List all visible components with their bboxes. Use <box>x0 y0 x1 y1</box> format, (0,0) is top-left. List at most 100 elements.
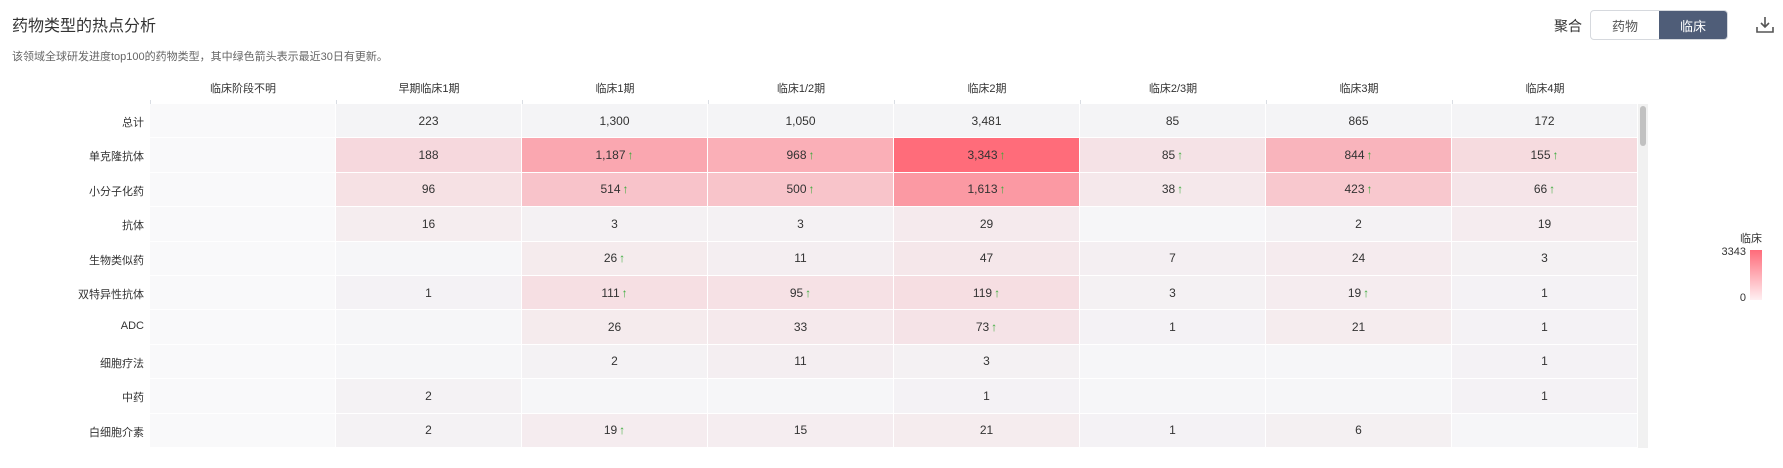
cell-value: 223 <box>418 113 439 128</box>
heatmap-cell[interactable]: 844 ↑ <box>1266 138 1452 173</box>
heatmap-cell[interactable] <box>150 172 336 208</box>
heatmap-cell[interactable] <box>1080 344 1266 380</box>
cell-value: 24 <box>1351 251 1366 266</box>
heatmap-cell[interactable] <box>336 241 522 276</box>
heatmap-cell[interactable] <box>1452 413 1638 448</box>
heatmap-cell[interactable]: 1 <box>1452 344 1638 380</box>
heatmap-cell[interactable]: 119 ↑ <box>894 276 1080 311</box>
heatmap-cell[interactable] <box>150 344 336 380</box>
heatmap-cell[interactable]: 1 <box>1452 310 1638 345</box>
vertical-scrollbar[interactable] <box>1638 104 1648 448</box>
heatmap-cell[interactable] <box>150 276 336 311</box>
scrollbar-thumb[interactable] <box>1640 106 1646 146</box>
heatmap-cell[interactable]: 3 <box>894 344 1080 380</box>
heatmap-cell[interactable]: 66 ↑ <box>1452 172 1638 208</box>
heatmap-cell[interactable]: 188 <box>336 138 522 173</box>
download-icon[interactable] <box>1754 14 1776 36</box>
heatmap-cell[interactable]: 26 <box>522 310 708 345</box>
heatmap-cell[interactable] <box>336 344 522 380</box>
heatmap-cell[interactable]: 1,050 <box>708 104 894 139</box>
toggle-drug[interactable]: 药物 <box>1611 18 1638 34</box>
heatmap-cell[interactable]: 6 <box>1266 413 1452 448</box>
heatmap-cell[interactable] <box>150 310 336 345</box>
heatmap-cell[interactable]: 3 <box>522 207 708 242</box>
heatmap-cell[interactable]: 1 <box>894 379 1080 414</box>
heatmap-cell[interactable]: 11 <box>708 344 894 380</box>
heatmap-cell[interactable]: 1 <box>1080 413 1266 448</box>
cell-value: 38 <box>1161 182 1176 197</box>
heatmap-cell[interactable] <box>150 379 336 414</box>
update-arrow-icon: ↑ <box>808 148 815 163</box>
heatmap-cell[interactable]: 172 <box>1452 104 1638 139</box>
heatmap-cell[interactable]: 15 <box>708 413 894 448</box>
heatmap-cell[interactable]: 155 ↑ <box>1452 138 1638 173</box>
heatmap-cell[interactable] <box>336 310 522 345</box>
cell-value: 172 <box>1534 113 1555 128</box>
heatmap-cell[interactable]: 21 <box>894 413 1080 448</box>
heatmap-cell[interactable] <box>150 413 336 448</box>
heatmap-cell[interactable]: 21 <box>1266 310 1452 345</box>
column-divider <box>708 100 709 104</box>
heatmap-cell[interactable]: 3,481 <box>894 104 1080 139</box>
heatmap-cell[interactable]: 865 <box>1266 104 1452 139</box>
heatmap-cell[interactable]: 7 <box>1080 241 1266 276</box>
heatmap-cell[interactable]: 16 <box>336 207 522 242</box>
column-header: 临床1/2期 <box>776 83 826 95</box>
heatmap-cell[interactable]: 3 <box>1452 241 1638 276</box>
heatmap-cell[interactable]: 968 ↑ <box>708 138 894 173</box>
heatmap-cell[interactable]: 33 <box>708 310 894 345</box>
heatmap-cell[interactable]: 19 <box>1452 207 1638 242</box>
cell-value: 26 <box>607 320 622 335</box>
heatmap-cell[interactable]: 73 ↑ <box>894 310 1080 345</box>
toggle-clinical[interactable]: 临床 <box>1659 11 1727 39</box>
heatmap-cell[interactable] <box>1266 344 1452 380</box>
heatmap-cell[interactable]: 1 <box>336 276 522 311</box>
heatmap-cell[interactable] <box>1080 207 1266 242</box>
heatmap-cell[interactable] <box>1266 379 1452 414</box>
heatmap-cell[interactable]: 19 ↑ <box>522 413 708 448</box>
heatmap-cell[interactable] <box>708 379 894 414</box>
heatmap-cell[interactable]: 96 <box>336 172 522 208</box>
heatmap-cell[interactable]: 19 ↑ <box>1266 276 1452 311</box>
heatmap-cell[interactable]: 26 ↑ <box>522 241 708 276</box>
heatmap-cell[interactable]: 24 <box>1266 241 1452 276</box>
heatmap-cell[interactable] <box>150 138 336 173</box>
heatmap-cell[interactable]: 2 <box>522 344 708 380</box>
heatmap-cell[interactable] <box>1080 379 1266 414</box>
heatmap-cell[interactable]: 2 <box>1266 207 1452 242</box>
heatmap-cell[interactable]: 111 ↑ <box>522 276 708 311</box>
heatmap-cell[interactable] <box>150 241 336 276</box>
heatmap-cell[interactable]: 47 <box>894 241 1080 276</box>
heatmap-cell[interactable]: 1 <box>1080 310 1266 345</box>
cell-value: 73 <box>975 320 990 335</box>
heatmap-cell[interactable] <box>522 379 708 414</box>
heatmap-cell[interactable] <box>150 104 336 139</box>
heatmap-cell[interactable]: 38 ↑ <box>1080 172 1266 208</box>
heatmap-cell[interactable] <box>150 207 336 242</box>
cell-value: 500 <box>786 182 807 197</box>
heatmap-cell[interactable]: 1,187 ↑ <box>522 138 708 173</box>
heatmap-cell[interactable]: 3 <box>1080 276 1266 311</box>
cell-value: 21 <box>979 423 994 438</box>
heatmap-cell[interactable]: 2 <box>336 379 522 414</box>
heatmap-cell[interactable]: 1 <box>1452 276 1638 311</box>
row-label: 中药 <box>122 392 144 405</box>
heatmap-cell[interactable]: 1,300 <box>522 104 708 139</box>
heatmap-cell[interactable]: 95 ↑ <box>708 276 894 311</box>
heatmap-cell[interactable]: 500 ↑ <box>708 172 894 208</box>
heatmap-cell[interactable]: 1,613 ↑ <box>894 172 1080 208</box>
aggregate-toggle: 药物 临床 <box>1590 10 1728 40</box>
heatmap-cell[interactable]: 423 ↑ <box>1266 172 1452 208</box>
heatmap-cell[interactable]: 514 ↑ <box>522 172 708 208</box>
heatmap-cell[interactable]: 85 <box>1080 104 1266 139</box>
heatmap-cell[interactable]: 29 <box>894 207 1080 242</box>
heatmap-cell[interactable]: 1 <box>1452 379 1638 414</box>
cell-value: 19 <box>603 423 618 438</box>
heatmap-cell[interactable]: 85 ↑ <box>1080 138 1266 173</box>
heatmap-cell[interactable]: 3,343 ↑ <box>894 138 1080 173</box>
heatmap-cell[interactable]: 2 <box>336 413 522 448</box>
legend-color-scale[interactable] <box>1750 250 1762 300</box>
heatmap-cell[interactable]: 11 <box>708 241 894 276</box>
heatmap-cell[interactable]: 223 <box>336 104 522 139</box>
heatmap-cell[interactable]: 3 <box>708 207 894 242</box>
